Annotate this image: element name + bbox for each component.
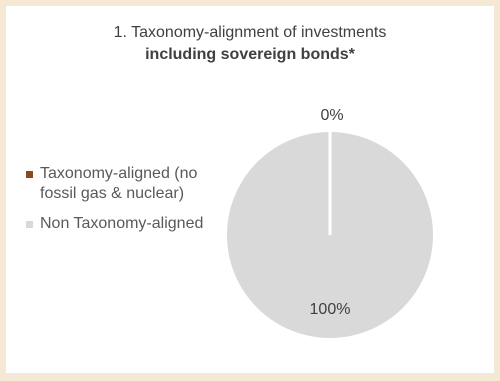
chart-frame: 1. Taxonomy-alignment of investments inc… — [6, 6, 494, 373]
pie-chart: 0% 100% — [6, 6, 494, 373]
data-label-non-taxonomy-aligned: 100% — [310, 301, 351, 318]
data-label-taxonomy-aligned: 0% — [320, 107, 343, 124]
